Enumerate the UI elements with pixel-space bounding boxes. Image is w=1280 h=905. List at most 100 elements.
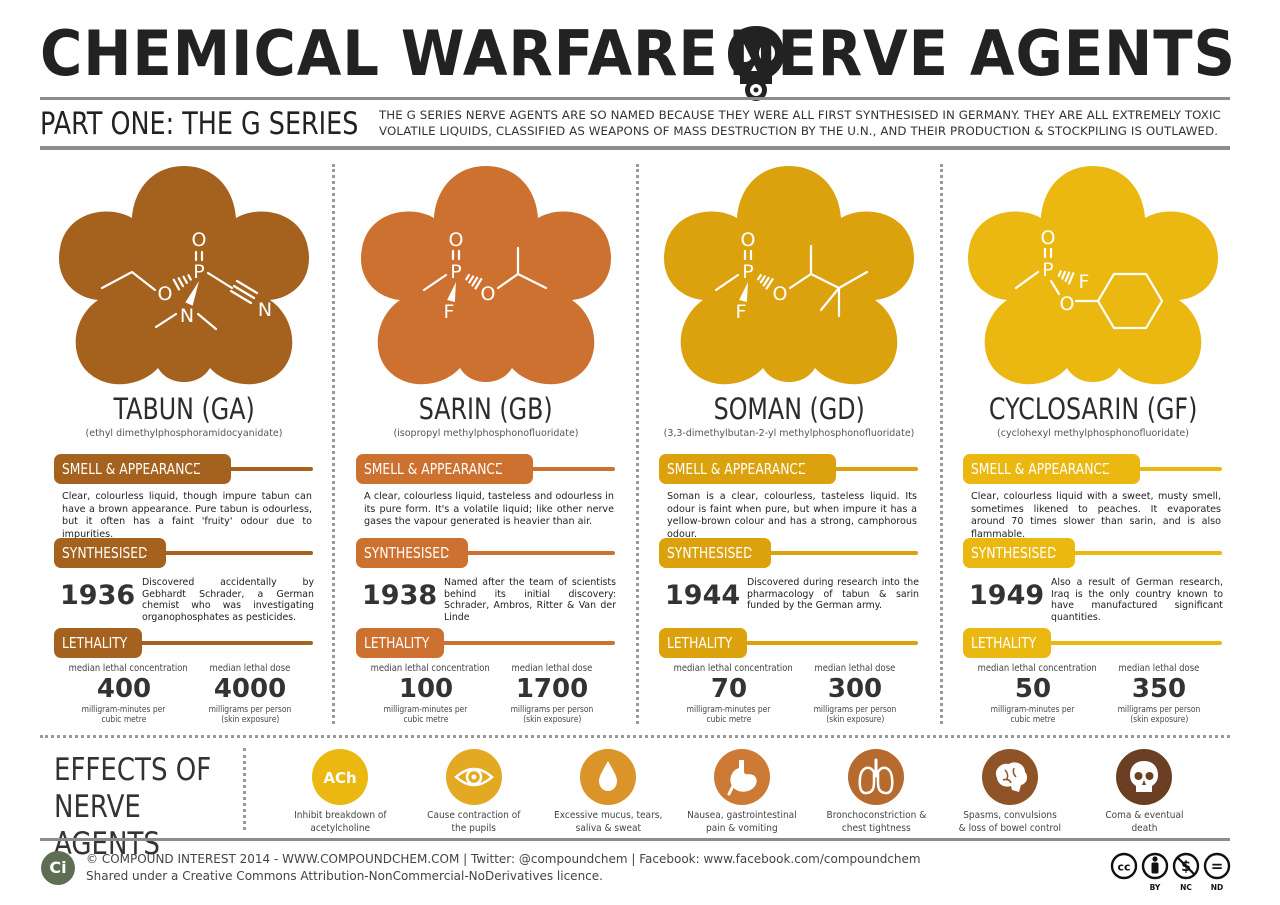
atom-o: O xyxy=(741,229,756,251)
atom-o: O xyxy=(1060,293,1075,315)
atom-o: O xyxy=(192,229,207,251)
atom-o: O xyxy=(449,229,464,251)
lethality-header-line xyxy=(428,641,615,645)
eye-icon xyxy=(446,749,502,805)
agent-name-text: SOMAN (GD) xyxy=(713,392,865,426)
lc-unit-2: cubic metre xyxy=(364,714,488,724)
smell-header-line xyxy=(793,467,918,471)
ld-unit-1-text: milligrams per person xyxy=(208,704,292,714)
lc-unit-2: cubic metre xyxy=(62,714,186,724)
effects-title-line2: NERVE AGENTS xyxy=(54,789,160,862)
ld-caption-text: median lethal dose xyxy=(209,663,291,674)
synth-header-line xyxy=(446,551,615,555)
atom-p: P xyxy=(1042,259,1053,281)
effect-label: Nausea, gastrointestinal pain & vomiting xyxy=(675,809,809,835)
smell-text: Clear, colourless liquid, though impure … xyxy=(62,491,312,540)
ld-caption-text: median lethal dose xyxy=(1118,663,1200,674)
agent-name-text: TABUN (GA) xyxy=(113,392,255,426)
lc-value: 100 xyxy=(398,674,454,704)
lc-caption-text: median lethal concentration xyxy=(977,663,1097,674)
atom-f: F xyxy=(444,301,455,323)
lethality-header-label: LETHALITY xyxy=(364,634,430,652)
effect-label-line2: pain & vomiting xyxy=(706,823,778,834)
effect-label-line1: Spasms, convulsions xyxy=(963,810,1057,821)
flower-shape xyxy=(967,166,1219,385)
ld-caption-text: median lethal dose xyxy=(511,663,593,674)
lc-caption: median lethal concentration xyxy=(62,663,188,674)
lethality-header-label: LETHALITY xyxy=(667,634,733,652)
footer-credits: © COMPOUND INTEREST 2014 - WWW.COMPOUNDC… xyxy=(86,852,921,866)
atom-o: O xyxy=(1041,227,1056,249)
lc-unit-2-text: cubic metre xyxy=(403,714,449,724)
lc-unit-1-text: milligram-minutes per xyxy=(384,704,468,714)
lethal-concentration: median lethal concentration 400 milligra… xyxy=(62,663,188,724)
effect-item: Spasms, convulsions & loss of bowel cont… xyxy=(943,748,1077,835)
agent-name: SOMAN (GD) xyxy=(659,392,919,426)
effect-label-line1: Coma & eventual xyxy=(1104,810,1184,821)
main-title-right: NERVE AGENTS xyxy=(728,17,1236,90)
header-divider xyxy=(40,97,1230,100)
smell-header: SMELL & APPEARANCE xyxy=(356,454,534,484)
smell-text: Clear, colourless liquid with a sweet, m… xyxy=(971,491,1221,540)
lc-unit-1: milligram-minutes per xyxy=(62,704,186,714)
lc-unit-2: cubic metre xyxy=(667,714,791,724)
atom-f: F xyxy=(1079,271,1090,293)
ld-value: 350 xyxy=(1131,674,1187,704)
effect-label-line2: the pupils xyxy=(451,823,497,834)
lethal-concentration: median lethal concentration 50 milligram… xyxy=(971,663,1097,724)
lc-caption-text: median lethal concentration xyxy=(673,663,793,674)
agent-column: O P F O SOMAN (GD) (3,3-dimethylbutan-2-… xyxy=(659,160,939,730)
synth-header-line xyxy=(1053,551,1222,555)
creative-commons-badge: cc $ = BY NC ND xyxy=(1110,852,1231,892)
effect-item: Cause contraction of the pupils xyxy=(407,748,541,835)
ld-value: 4000 xyxy=(213,674,287,704)
lc-unit-2-text: cubic metre xyxy=(101,714,147,724)
agent-name: CYCLOSARIN (GF) xyxy=(963,392,1223,426)
lc-value: 70 xyxy=(710,674,748,704)
lethality-header: LETHALITY xyxy=(963,628,1051,658)
ld-unit-1: milligrams per person xyxy=(793,704,917,714)
section-divider xyxy=(40,735,1230,738)
smell-header-label: SMELL & APPEARANCE xyxy=(971,460,1110,478)
effects-title: EFFECTS OF NERVE AGENTS xyxy=(54,752,214,863)
part-title: PART ONE: THE G SERIES xyxy=(40,106,359,142)
effect-label-line1: Inhibit breakdown of xyxy=(293,810,387,821)
skull-icon xyxy=(1116,749,1172,805)
title-row: CHEMICAL WARFARE NERVE AGENTS xyxy=(40,16,1236,101)
smell-header-label: SMELL & APPEARANCE xyxy=(364,460,503,478)
lethality-header-line xyxy=(126,641,313,645)
column-divider xyxy=(940,164,943,724)
footer-divider xyxy=(40,838,1230,841)
ld-unit-2: (skin exposure) xyxy=(1097,714,1221,724)
effect-item: Coma & eventual death xyxy=(1077,748,1211,835)
lc-unit-1-text: milligram-minutes per xyxy=(687,704,771,714)
synth-year: 1938 xyxy=(362,580,438,611)
stomach-icon xyxy=(714,749,770,805)
smell-header-line xyxy=(1097,467,1222,471)
agent-name: SARIN (GB) xyxy=(356,392,616,426)
agent-column: O P F O SARIN (GB) (isopropyl methylphos… xyxy=(356,160,636,730)
molecule-structure: O P O N N xyxy=(58,166,310,385)
lethal-concentration: median lethal concentration 100 milligra… xyxy=(364,663,490,724)
effect-label-line2: saliva & sweat xyxy=(575,823,641,834)
smell-header-label: SMELL & APPEARANCE xyxy=(62,460,201,478)
agent-column: O P O N N TABUN (GA) (ethyl dimethylphos… xyxy=(54,160,334,730)
ld-caption: median lethal dose xyxy=(188,663,312,674)
brain-icon xyxy=(982,749,1038,805)
synth-header: SYNTHESISED xyxy=(963,538,1076,568)
agent-name-text: CYCLOSARIN (GF) xyxy=(988,392,1198,426)
synth-header-label: SYNTHESISED xyxy=(62,544,148,562)
ci-logo: Ci xyxy=(41,851,75,885)
lc-unit-2-text: cubic metre xyxy=(1010,714,1056,724)
cc-text: cc xyxy=(1117,861,1130,874)
smell-text: Soman is a clear, colourless, tasteless … xyxy=(667,491,917,540)
ld-unit-2: (skin exposure) xyxy=(188,714,312,724)
smell-header-label: SMELL & APPEARANCE xyxy=(667,460,806,478)
ld-unit-1-text: milligrams per person xyxy=(1117,704,1201,714)
ach-icon-text: ACh xyxy=(323,769,356,787)
effect-label-line1: Cause contraction of xyxy=(427,810,521,821)
smell-header-line xyxy=(490,467,615,471)
lc-value: 50 xyxy=(1014,674,1052,704)
effect-label-line1: Nausea, gastrointestinal xyxy=(687,810,797,821)
effect-label-line1: Bronchoconstriction & xyxy=(826,810,926,821)
